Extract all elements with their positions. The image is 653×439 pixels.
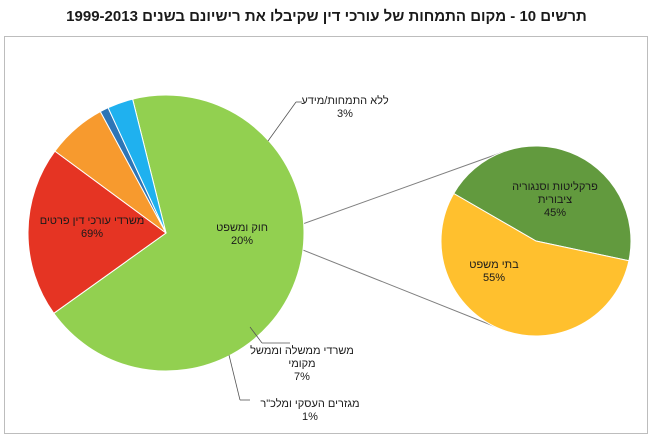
leader-no-internship	[267, 101, 297, 142]
label-business-nonprofit: מגזרים העסקי ומלכ"ר 1%	[260, 397, 359, 423]
slice-private-law-firms	[53, 94, 305, 372]
label-prosecution-public-defense: פרקליטות וסנגוריה ציבורית 45%	[512, 180, 598, 219]
chart-title: תרשים 10 - מקום התמחות של עורכי דין שקיב…	[66, 8, 587, 25]
leader-business-nonprofit	[228, 354, 241, 401]
main-pie	[27, 94, 305, 372]
leader-government-local	[249, 326, 263, 344]
slice-law-and-justice	[27, 150, 167, 315]
label-law-and-justice: חוק ומשפט 20%	[216, 222, 268, 247]
label-private-law-firms: משרדי עורכי דין פרטים 69%	[40, 215, 145, 240]
chart-frame	[4, 36, 648, 434]
breakdown-pie	[440, 145, 632, 337]
slice-labels: משרדי עורכי דין פרטים 69% חוק ומשפט 20% משרד…	[40, 94, 598, 423]
label-government-local: משרדי ממשלה וממשל מקומי 7%	[250, 344, 354, 383]
slice-prosecution-public-defense	[453, 145, 632, 262]
slice-no-internship	[107, 98, 167, 234]
slice-courts	[440, 192, 630, 337]
label-no-internship: ללא התמחות/מידע 3%	[301, 94, 388, 120]
label-courts: בתי משפט 55%	[469, 259, 519, 284]
